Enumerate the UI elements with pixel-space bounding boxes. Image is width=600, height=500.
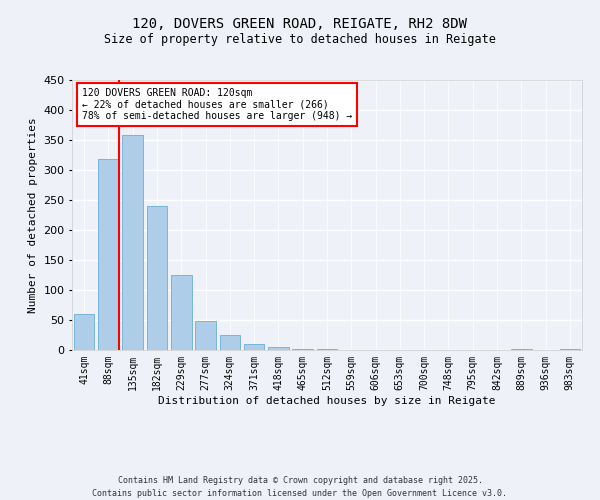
Bar <box>74 314 94 350</box>
Bar <box>220 335 240 350</box>
Bar <box>146 206 167 350</box>
Text: Size of property relative to detached houses in Reigate: Size of property relative to detached ho… <box>104 32 496 46</box>
Bar <box>171 275 191 350</box>
Y-axis label: Number of detached properties: Number of detached properties <box>28 117 38 313</box>
Bar <box>98 159 119 350</box>
Bar <box>195 321 216 350</box>
X-axis label: Distribution of detached houses by size in Reigate: Distribution of detached houses by size … <box>158 396 496 406</box>
Bar <box>244 344 265 350</box>
Text: Contains HM Land Registry data © Crown copyright and database right 2025.
Contai: Contains HM Land Registry data © Crown c… <box>92 476 508 498</box>
Bar <box>292 349 313 350</box>
Bar <box>268 347 289 350</box>
Text: 120, DOVERS GREEN ROAD, REIGATE, RH2 8DW: 120, DOVERS GREEN ROAD, REIGATE, RH2 8DW <box>133 18 467 32</box>
Text: 120 DOVERS GREEN ROAD: 120sqm
← 22% of detached houses are smaller (266)
78% of : 120 DOVERS GREEN ROAD: 120sqm ← 22% of d… <box>82 88 352 122</box>
Bar <box>122 135 143 350</box>
